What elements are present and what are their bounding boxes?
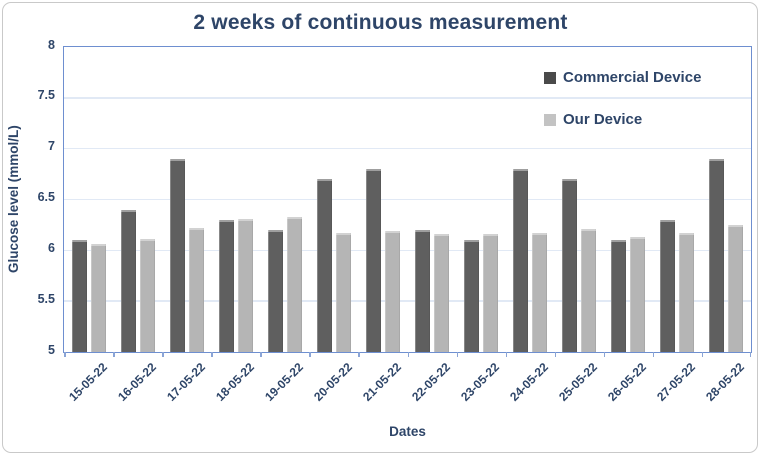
x-axis-tick xyxy=(113,352,115,357)
x-tick-label: 28-05-22 xyxy=(703,360,748,404)
x-axis-title: Dates xyxy=(389,424,426,439)
bar-our-24-05-22 xyxy=(532,233,548,352)
legend: Commercial Device Our Device xyxy=(544,69,701,128)
legend-swatch-dark-icon xyxy=(544,71,556,84)
x-tick-label: 26-05-22 xyxy=(605,360,650,404)
y-tick-label: 5.5 xyxy=(37,291,55,306)
bar-our-25-05-22 xyxy=(581,228,597,352)
y-tick-label: 8 xyxy=(48,37,55,52)
plot-area: Commercial Device Our Device xyxy=(63,46,752,357)
legend-label-our-device: Our Device xyxy=(563,111,643,128)
x-tick-label: 18-05-22 xyxy=(212,360,257,404)
x-tick-label: 27-05-22 xyxy=(654,360,699,404)
bar-our-17-05-22 xyxy=(188,227,204,352)
bar-commercial-15-05-22 xyxy=(71,240,87,352)
x-tick-label: 23-05-22 xyxy=(458,360,503,404)
bar-commercial-22-05-22 xyxy=(415,230,431,352)
x-axis-tick xyxy=(554,352,557,357)
gridline xyxy=(64,249,751,252)
bar-our-26-05-22 xyxy=(630,237,646,352)
legend-label-commercial-device: Commercial Device xyxy=(563,69,702,86)
legend-swatch-light-icon xyxy=(544,113,556,126)
legend-item-our-device: Our Device xyxy=(544,111,701,128)
x-tick-label: 25-05-22 xyxy=(556,360,601,404)
y-tick-label: 6 xyxy=(48,240,55,255)
bar-our-18-05-22 xyxy=(237,218,253,352)
x-axis-tick xyxy=(456,352,459,357)
gridline xyxy=(64,198,751,201)
bar-commercial-19-05-22 xyxy=(267,230,283,352)
x-tick-label: 20-05-22 xyxy=(310,360,355,404)
bar-commercial-21-05-22 xyxy=(365,169,381,352)
bar-our-16-05-22 xyxy=(139,239,155,352)
y-tick-label: 6.5 xyxy=(37,190,55,204)
x-tick-label: 24-05-22 xyxy=(507,360,552,404)
y-tick-label: 7.5 xyxy=(37,88,55,103)
bar-commercial-25-05-22 xyxy=(562,179,578,352)
x-axis-tick xyxy=(652,352,655,357)
bar-commercial-28-05-22 xyxy=(709,158,725,352)
x-axis-tick xyxy=(64,352,66,357)
bar-commercial-17-05-22 xyxy=(169,158,185,352)
bar-commercial-23-05-22 xyxy=(464,240,480,352)
bar-commercial-24-05-22 xyxy=(513,169,529,352)
x-axis-tick xyxy=(309,352,311,357)
bar-our-28-05-22 xyxy=(728,224,744,352)
x-axis-tick xyxy=(701,352,704,357)
x-axis-tick-labels: 15-05-22 16-05-22 17-05-22 18-05-22 19-05-22… xyxy=(64,360,750,430)
x-tick-label: 22-05-22 xyxy=(409,360,453,404)
x-tick-label: 15-05-22 xyxy=(65,360,110,404)
x-tick-label: 16-05-22 xyxy=(114,360,159,404)
bar-our-19-05-22 xyxy=(286,216,302,352)
bar-our-27-05-22 xyxy=(679,233,695,352)
bar-commercial-20-05-22 xyxy=(316,179,332,352)
gridline xyxy=(64,147,751,150)
chart-title: 2 weeks of continuous measurement xyxy=(193,11,568,34)
x-axis-tick xyxy=(407,352,409,357)
bar-our-20-05-22 xyxy=(335,233,351,352)
gridline xyxy=(64,300,751,302)
x-axis-tick xyxy=(358,352,360,357)
bar-commercial-18-05-22 xyxy=(218,219,234,352)
x-axis-tick xyxy=(505,352,508,357)
y-tick-label: 5 xyxy=(48,342,55,357)
bar-commercial-16-05-22 xyxy=(120,209,136,352)
x-axis-tick xyxy=(162,352,164,357)
x-tick-label: 19-05-22 xyxy=(261,360,306,404)
bar-our-15-05-22 xyxy=(90,244,106,352)
bar-our-21-05-22 xyxy=(384,231,400,352)
x-tick-label: 21-05-22 xyxy=(359,360,404,404)
bar-our-23-05-22 xyxy=(483,234,499,352)
legend-item-commercial-device: Commercial Device xyxy=(544,69,701,86)
x-axis-tick xyxy=(211,352,213,357)
bar-commercial-27-05-22 xyxy=(660,219,676,352)
x-axis-tick xyxy=(260,352,262,357)
bar-commercial-26-05-22 xyxy=(611,240,627,352)
y-tick-label: 7 xyxy=(48,139,55,154)
bar-our-22-05-22 xyxy=(434,234,450,352)
x-axis-tick xyxy=(603,352,606,357)
gridline xyxy=(64,97,751,99)
x-tick-label: 17-05-22 xyxy=(163,360,208,404)
x-axis-tick xyxy=(749,352,751,357)
